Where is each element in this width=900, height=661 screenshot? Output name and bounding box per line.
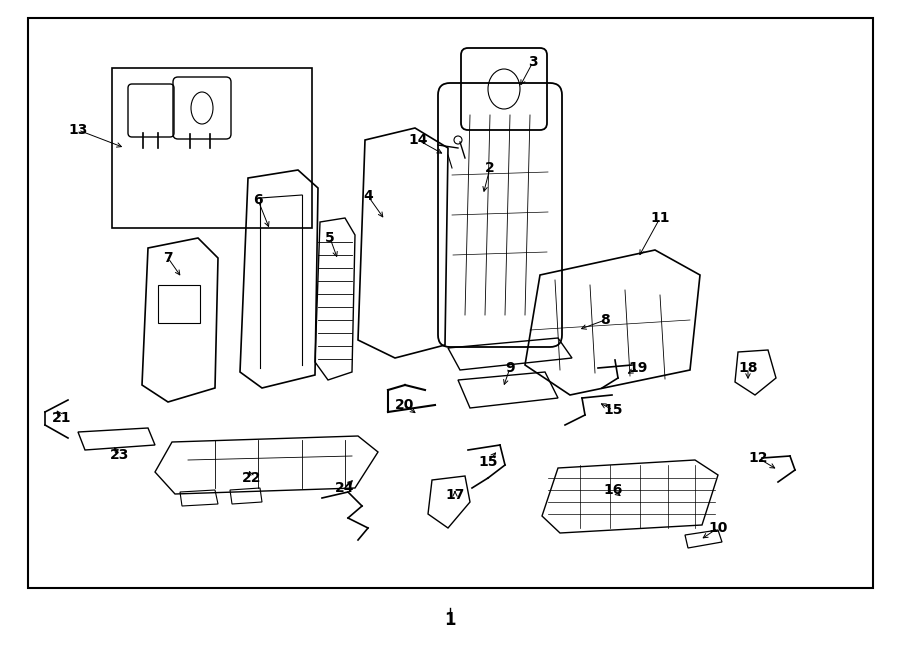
Text: 14: 14 [409, 133, 428, 147]
Text: 18: 18 [738, 361, 758, 375]
Text: 21: 21 [52, 411, 72, 425]
Bar [112, 68, 312, 228]
Text: 19: 19 [628, 361, 648, 375]
Text: 15: 15 [478, 455, 498, 469]
Text: 15: 15 [603, 403, 623, 417]
Text: 3: 3 [528, 55, 538, 69]
Text: 12: 12 [748, 451, 768, 465]
Bar [28, 18, 873, 588]
Text: 11: 11 [650, 211, 670, 225]
Text: 4: 4 [363, 189, 373, 203]
Text: 16: 16 [603, 483, 623, 497]
Text: 6: 6 [253, 193, 263, 207]
Text: 13: 13 [68, 123, 87, 137]
Text: 5: 5 [325, 231, 335, 245]
Text: 7: 7 [163, 251, 173, 265]
Text: 8: 8 [600, 313, 610, 327]
Text: 24: 24 [335, 481, 355, 495]
Text: 17: 17 [446, 488, 464, 502]
Text: 1: 1 [445, 611, 455, 629]
Text: 2: 2 [485, 161, 495, 175]
Text: 10: 10 [708, 521, 728, 535]
Text: 22: 22 [242, 471, 262, 485]
Text: 9: 9 [505, 361, 515, 375]
Bar [158, 285, 200, 323]
Text: 20: 20 [395, 398, 415, 412]
Text: 23: 23 [111, 448, 130, 462]
